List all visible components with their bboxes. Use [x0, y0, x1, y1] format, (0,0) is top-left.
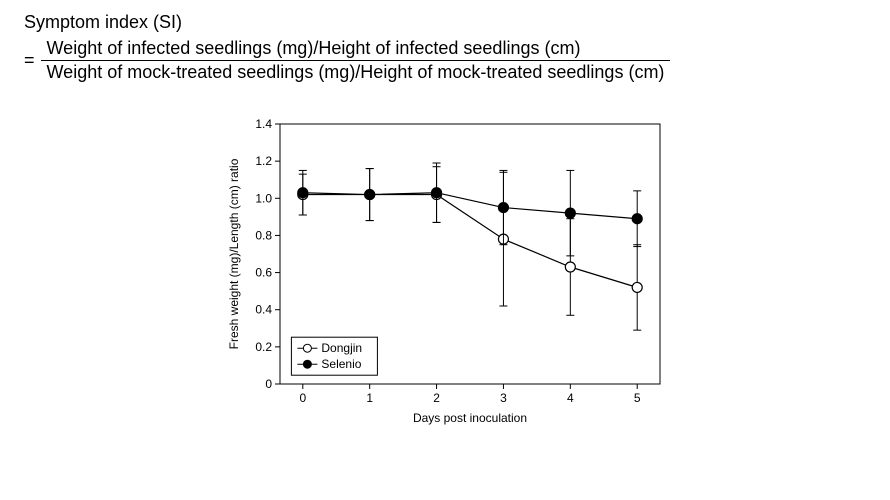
fraction-numerator: Weight of infected seedlings (mg)/Height…: [41, 37, 671, 60]
formula-body: = Weight of infected seedlings (mg)/Heig…: [24, 37, 866, 84]
x-tick-label: 5: [634, 391, 641, 405]
fraction: Weight of infected seedlings (mg)/Height…: [41, 37, 671, 84]
y-tick-label: 1.2: [255, 154, 272, 168]
y-tick-label: 0.2: [255, 340, 272, 354]
y-tick-label: 1.0: [255, 191, 272, 205]
data-marker: [498, 203, 508, 213]
legend-marker: [303, 344, 311, 352]
formula-title: Symptom index (SI): [24, 12, 866, 33]
data-marker: [632, 214, 642, 224]
x-tick-label: 0: [299, 391, 306, 405]
y-tick-label: 0.4: [255, 303, 272, 317]
y-tick-label: 0: [265, 377, 272, 391]
data-marker: [432, 188, 442, 198]
y-tick-label: 1.4: [255, 117, 272, 131]
legend-label: Selenio: [321, 357, 361, 371]
x-axis-label: Days post inoculation: [413, 411, 527, 425]
formula-block: Symptom index (SI) = Weight of infected …: [24, 12, 866, 84]
fraction-denominator: Weight of mock-treated seedlings (mg)/He…: [41, 61, 671, 84]
si-chart: 0 1 2 3 4 5 0 0.2 0.4 0.6 0.8 1.0 1.2 1.4 Days post in…: [220, 114, 670, 430]
data-marker: [632, 282, 642, 292]
y-axis-label: Fresh weight (mg)/Length (cm) ratio: [227, 158, 241, 349]
y-tick-label: 0.8: [255, 228, 272, 242]
x-tick-label: 4: [567, 391, 574, 405]
equals-sign: =: [24, 50, 35, 71]
x-tick-label: 3: [500, 391, 507, 405]
legend-marker: [303, 360, 311, 368]
legend-label: Dongjin: [321, 341, 362, 355]
x-tick-label: 2: [433, 391, 440, 405]
data-marker: [565, 262, 575, 272]
data-marker: [298, 188, 308, 198]
y-tick-label: 0.6: [255, 266, 272, 280]
data-marker: [565, 208, 575, 218]
data-marker: [365, 190, 375, 200]
x-tick-label: 1: [366, 391, 373, 405]
